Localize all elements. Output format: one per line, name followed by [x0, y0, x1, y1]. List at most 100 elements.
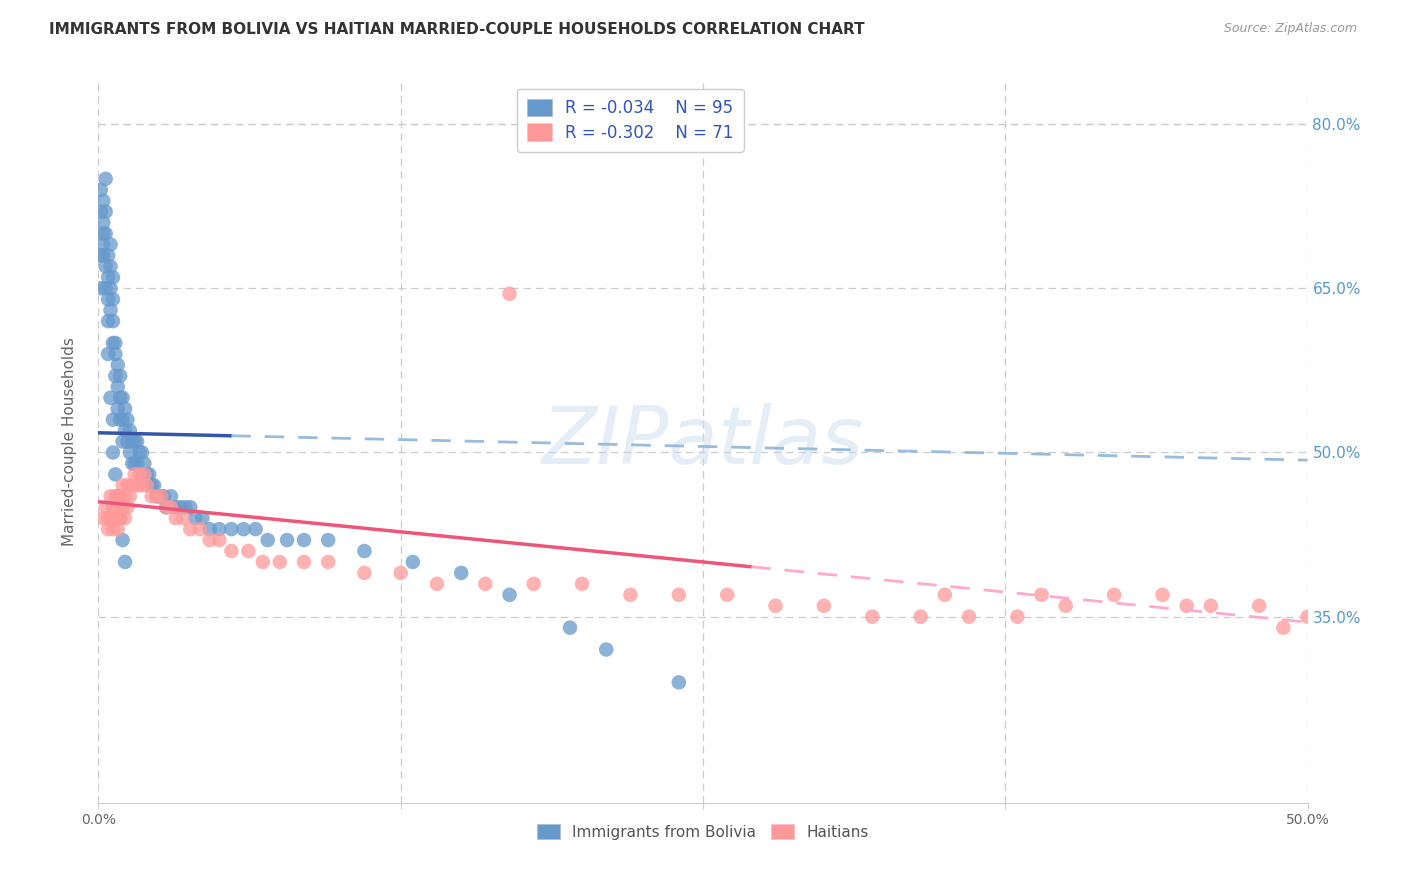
Point	[91, 237, 114, 252]
Point	[94, 500, 117, 515]
Point	[108, 511, 131, 525]
Point	[245, 522, 267, 536]
Point	[765, 599, 787, 613]
Point	[117, 478, 139, 492]
Point	[94, 281, 117, 295]
Point	[108, 368, 131, 383]
Point	[101, 445, 124, 459]
Point	[813, 599, 835, 613]
Text: Source: ZipAtlas.com: Source: ZipAtlas.com	[1223, 22, 1357, 36]
Point	[135, 478, 157, 492]
Point	[138, 467, 160, 482]
Point	[148, 489, 170, 503]
Point	[91, 248, 114, 262]
Point	[1175, 599, 1198, 613]
Point	[184, 511, 207, 525]
Point	[108, 412, 131, 426]
Point	[118, 489, 141, 503]
Point	[100, 281, 122, 295]
Point	[141, 478, 163, 492]
Point	[111, 391, 134, 405]
Point	[152, 489, 174, 503]
Point	[101, 314, 124, 328]
Point	[957, 609, 980, 624]
Point	[107, 401, 129, 416]
Point	[191, 511, 214, 525]
Point	[104, 467, 127, 482]
Point	[1199, 599, 1222, 613]
Point	[474, 577, 496, 591]
Point	[169, 500, 191, 515]
Point	[1296, 609, 1319, 624]
Point	[150, 489, 173, 503]
Point	[117, 434, 139, 449]
Point	[498, 588, 520, 602]
Point	[174, 500, 197, 515]
Point	[208, 533, 231, 547]
Point	[860, 609, 883, 624]
Point	[134, 467, 156, 482]
Point	[208, 522, 231, 536]
Point	[117, 500, 139, 515]
Point	[94, 171, 117, 186]
Point	[118, 424, 141, 438]
Point	[160, 500, 183, 515]
Point	[107, 358, 129, 372]
Point	[114, 555, 136, 569]
Point	[91, 216, 114, 230]
Point	[97, 292, 120, 306]
Point	[94, 260, 117, 274]
Point	[104, 336, 127, 351]
Point	[316, 533, 339, 547]
Point	[114, 424, 136, 438]
Point	[353, 566, 375, 580]
Point	[353, 544, 375, 558]
Point	[128, 445, 150, 459]
Point	[111, 478, 134, 492]
Point	[124, 467, 146, 482]
Point	[143, 478, 166, 492]
Point	[91, 227, 114, 241]
Point	[101, 292, 124, 306]
Point	[97, 314, 120, 328]
Point	[198, 533, 221, 547]
Point	[292, 555, 315, 569]
Point	[221, 522, 243, 536]
Point	[128, 467, 150, 482]
Point	[114, 511, 136, 525]
Point	[121, 478, 143, 492]
Point	[498, 286, 520, 301]
Point	[90, 248, 112, 262]
Point	[232, 522, 254, 536]
Point	[121, 434, 143, 449]
Point	[269, 555, 291, 569]
Point	[134, 457, 156, 471]
Point	[389, 566, 412, 580]
Y-axis label: Married-couple Households: Married-couple Households	[62, 337, 77, 546]
Point	[131, 467, 153, 482]
Point	[1152, 588, 1174, 602]
Point	[101, 336, 124, 351]
Point	[131, 445, 153, 459]
Point	[127, 434, 149, 449]
Point	[523, 577, 546, 591]
Point	[256, 533, 278, 547]
Point	[124, 457, 146, 471]
Point	[1249, 599, 1271, 613]
Point	[558, 621, 581, 635]
Point	[668, 675, 690, 690]
Point	[97, 522, 120, 536]
Point	[155, 500, 177, 515]
Point	[1031, 588, 1053, 602]
Point	[94, 227, 117, 241]
Point	[571, 577, 593, 591]
Point	[111, 500, 134, 515]
Point	[316, 555, 339, 569]
Point	[198, 522, 221, 536]
Point	[118, 445, 141, 459]
Point	[145, 489, 167, 503]
Legend: Immigrants from Bolivia, Haitians: Immigrants from Bolivia, Haitians	[531, 818, 875, 846]
Point	[104, 511, 127, 525]
Point	[114, 401, 136, 416]
Point	[252, 555, 274, 569]
